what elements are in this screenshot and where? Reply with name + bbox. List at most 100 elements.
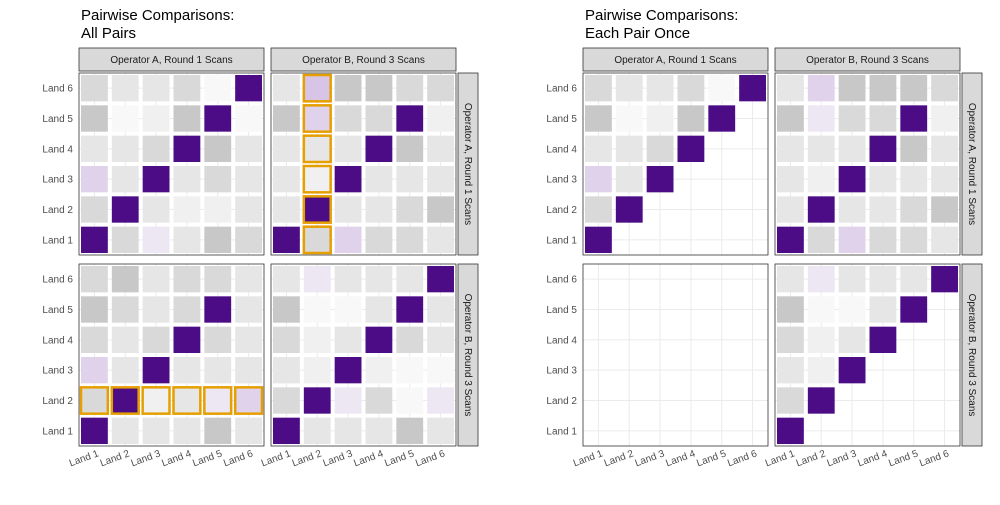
cell: [173, 357, 201, 384]
cell: [173, 196, 201, 223]
cell: [869, 296, 897, 323]
y-tick-label: Land 6: [42, 275, 73, 286]
strip: [457, 72, 479, 256]
panel-border: [270, 263, 457, 447]
cell: [235, 166, 262, 193]
y-tick-label: Land 5: [42, 305, 73, 316]
strip-label: Operator A, Round 1 Scans: [462, 103, 473, 225]
cell: [111, 105, 139, 132]
x-tick-label: Land 1: [572, 448, 605, 469]
cell: [173, 105, 201, 132]
cell: [396, 357, 424, 384]
cell: [900, 135, 928, 162]
strip-label: Operator B, Round 3 Scans: [806, 55, 929, 66]
y-tick-label: Land 2: [42, 396, 73, 407]
cell: [931, 266, 958, 293]
cell: [900, 105, 928, 132]
y-tick-label: Land 3: [42, 366, 73, 377]
cell: [334, 417, 362, 444]
cell: [334, 387, 362, 414]
y-tick-label: Land 4: [42, 144, 73, 155]
cell: [142, 135, 170, 162]
cell: [204, 135, 232, 162]
cell: [427, 196, 454, 223]
cell: [142, 417, 170, 444]
cell: [869, 135, 897, 162]
cell: [81, 296, 108, 323]
cell: [615, 196, 643, 223]
cell: [900, 226, 928, 253]
cell: [235, 326, 262, 353]
cell: [142, 105, 170, 132]
cell: [365, 196, 393, 223]
cell: [334, 105, 362, 132]
x-tick-label: Land 3: [826, 448, 859, 469]
cell: [427, 135, 454, 162]
cell: [900, 296, 928, 323]
cell: [838, 226, 866, 253]
cell: [273, 75, 300, 102]
cell: [365, 266, 393, 293]
cell: [235, 357, 262, 384]
cell: [81, 357, 108, 384]
cell: [204, 417, 232, 444]
x-tick-label: Land 5: [383, 448, 416, 469]
cell: [303, 135, 331, 162]
cell: [273, 135, 300, 162]
cell: [585, 75, 612, 102]
cell: [427, 75, 454, 102]
cell: [931, 105, 958, 132]
cell: [81, 417, 108, 444]
strip: [582, 47, 769, 72]
cell: [427, 387, 454, 414]
x-tick-label: Land 4: [856, 448, 889, 469]
cell: [365, 166, 393, 193]
cell: [777, 296, 804, 323]
panel-border: [582, 72, 769, 256]
cell: [142, 387, 170, 414]
cell: [365, 75, 393, 102]
cell: [677, 105, 705, 132]
cell: [615, 75, 643, 102]
cell: [204, 296, 232, 323]
cell: [777, 357, 804, 384]
y-tick-label: Land 5: [42, 114, 73, 125]
cell: [81, 226, 108, 253]
cell: [235, 296, 262, 323]
cell: [273, 296, 300, 323]
cell: [303, 75, 331, 102]
panel: [583, 264, 768, 446]
cell: [900, 266, 928, 293]
cell: [396, 226, 424, 253]
cell: [142, 226, 170, 253]
cell: [81, 266, 108, 293]
cell: [81, 387, 108, 414]
panel: [271, 264, 456, 446]
cell: [273, 266, 300, 293]
cell: [173, 296, 201, 323]
cell: [869, 326, 897, 353]
highlight-outline: [79, 386, 110, 415]
cell: [142, 296, 170, 323]
cell: [365, 105, 393, 132]
cell: [142, 357, 170, 384]
cell: [900, 75, 928, 102]
cell: [173, 266, 201, 293]
cell: [204, 387, 232, 414]
cell: [777, 105, 804, 132]
panel-border: [78, 72, 265, 256]
panel-border: [774, 263, 961, 447]
cell: [142, 196, 170, 223]
cell: [111, 357, 139, 384]
cell: [173, 166, 201, 193]
cell: [204, 326, 232, 353]
cell: [807, 166, 835, 193]
cell: [807, 357, 835, 384]
strip: [78, 47, 265, 72]
cell: [646, 135, 674, 162]
cell: [931, 135, 958, 162]
cell: [777, 387, 804, 414]
highlight-outline: [302, 104, 332, 133]
cell: [615, 135, 643, 162]
